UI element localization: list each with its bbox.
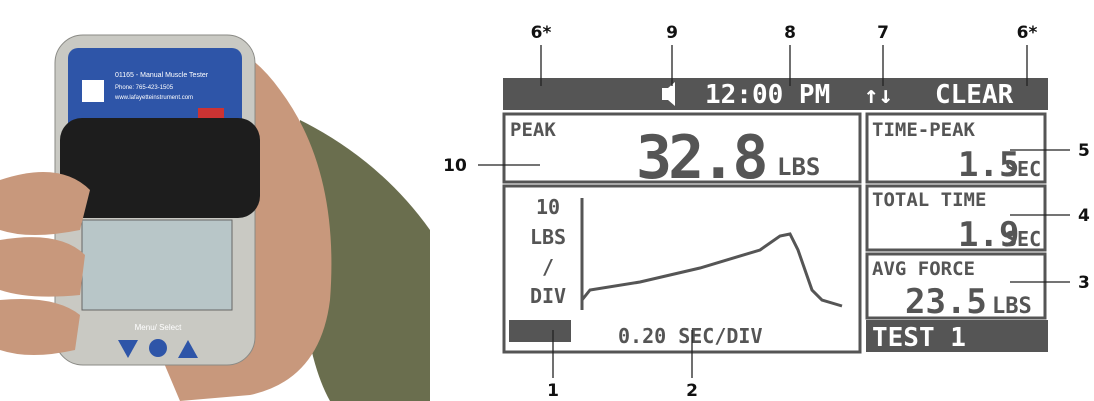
y-scale-4: DIV bbox=[530, 284, 566, 308]
time-peak-unit: SEC bbox=[1005, 157, 1041, 181]
device-photo: 01165 - Manual Muscle Tester Phone: 765-… bbox=[0, 0, 430, 401]
status-arrows: ↑↓ bbox=[864, 81, 893, 109]
callout: 9 bbox=[666, 23, 678, 43]
callout: 10 bbox=[443, 156, 467, 176]
callout: 7 bbox=[877, 23, 889, 43]
callout: 4 bbox=[1078, 206, 1090, 226]
total-time-unit: SEC bbox=[1005, 227, 1041, 251]
avg-force-value: 23.5 bbox=[905, 282, 987, 322]
y-scale-2: LBS bbox=[530, 225, 566, 249]
phone: Phone: 765-423-1505 bbox=[115, 85, 174, 91]
lcd-screen: 12:00 PM ↑↓ CLEAR PEAK 32.8 LBS TIME-PEA… bbox=[503, 78, 1048, 353]
peak-unit: LBS bbox=[777, 153, 820, 181]
website: www.lafayetteinstrument.com bbox=[114, 95, 193, 101]
status-time: 12:00 PM bbox=[705, 80, 830, 110]
y-scale-3: / bbox=[542, 255, 554, 279]
callout: 1 bbox=[547, 381, 559, 401]
avg-force-unit: LBS bbox=[992, 294, 1032, 319]
callout: 3 bbox=[1078, 273, 1090, 293]
total-time-label: TOTAL TIME bbox=[872, 189, 986, 211]
callout: 5 bbox=[1078, 141, 1090, 161]
status-clear: CLEAR bbox=[935, 80, 1014, 110]
callout: 8 bbox=[784, 23, 796, 43]
x-scale: 0.20 SEC/DIV bbox=[618, 324, 763, 348]
avg-force-label: AVG FORCE bbox=[872, 258, 975, 280]
page: 01165 - Manual Muscle Tester Phone: 765-… bbox=[0, 0, 1094, 401]
y-scale-1: 10 bbox=[536, 195, 560, 219]
time-peak-label: TIME-PEAK bbox=[872, 119, 976, 141]
callout: 6* bbox=[1017, 23, 1038, 43]
peak-value: 32.8 bbox=[636, 123, 765, 193]
peak-label: PEAK bbox=[510, 119, 556, 141]
brand-line: 01165 - Manual Muscle Tester bbox=[115, 72, 209, 79]
test-label: TEST 1 bbox=[872, 323, 966, 353]
button-label: Menu/ Select bbox=[135, 323, 182, 332]
callout: 6* bbox=[531, 23, 552, 43]
callout: 2 bbox=[686, 381, 698, 401]
